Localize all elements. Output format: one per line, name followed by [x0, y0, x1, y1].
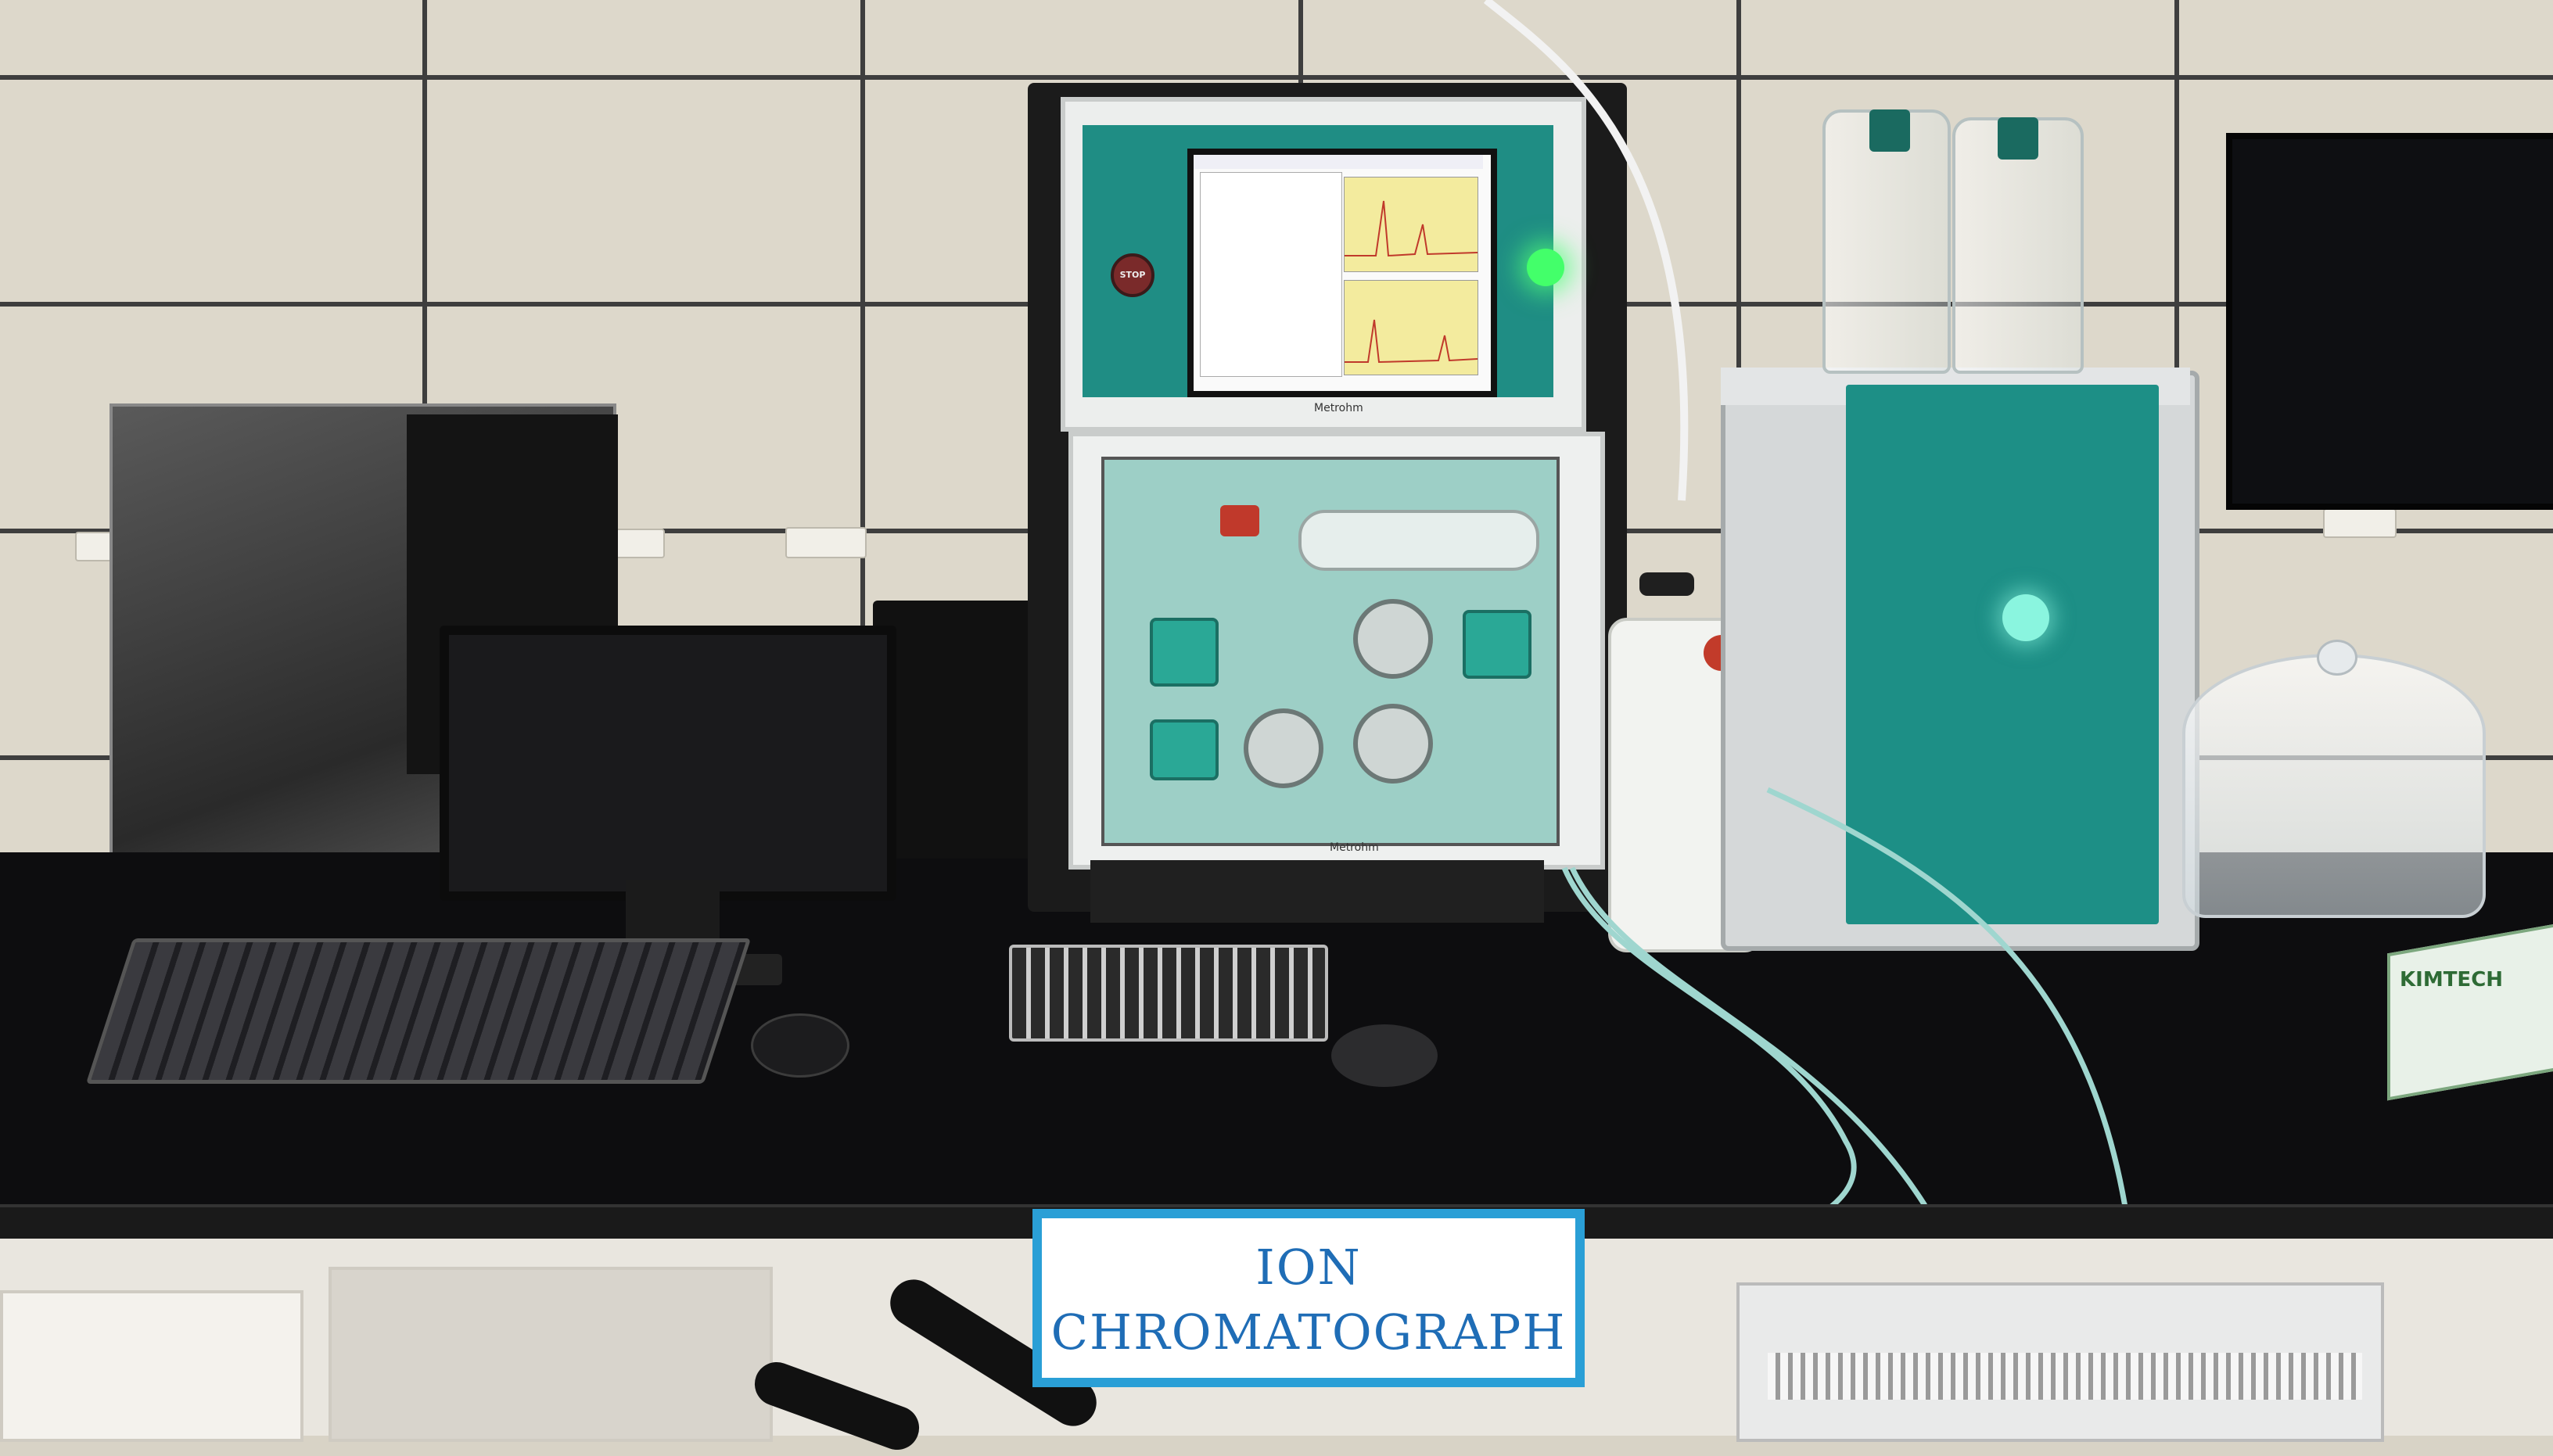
valve-block	[1150, 618, 1219, 687]
red-fitting	[1220, 505, 1259, 536]
tissue-box	[2387, 923, 2553, 1101]
pump-head	[1353, 599, 1433, 679]
tissue-box-label: KIMTECH	[2400, 968, 2504, 992]
pc-tower	[873, 601, 1053, 859]
wall-tv	[2226, 133, 2553, 510]
chromatogram-trace	[1345, 319, 1478, 364]
wall-socket	[2323, 508, 2397, 538]
bottle-cap	[1998, 117, 2038, 160]
valve-block	[1463, 610, 1531, 679]
sign-line-1: ION	[1255, 1239, 1362, 1296]
ic-touchscreen	[1187, 149, 1497, 397]
screen-menu-bar	[1194, 155, 1483, 169]
cabinet-drawer	[0, 1290, 303, 1442]
eluent-bottle	[1822, 109, 1951, 374]
canister-handle	[1639, 572, 1694, 596]
separation-column	[1298, 510, 1539, 571]
valve-block	[1150, 719, 1219, 780]
sign-line-2: CHROMATOGRAPH	[1050, 1304, 1567, 1361]
monitor	[440, 626, 896, 901]
mouse	[1331, 1024, 1438, 1087]
pump-head	[1244, 708, 1323, 788]
bottle-cap	[1869, 109, 1910, 152]
eluent-bottle	[1952, 117, 2084, 374]
power-indicator-icon	[1527, 249, 1564, 286]
keyboard	[85, 938, 752, 1084]
mouse	[751, 1013, 849, 1078]
wall-socket	[615, 529, 665, 558]
brand-label: Metrohm	[1330, 841, 1379, 854]
instrument-sign: ION CHROMATOGRAPH	[1032, 1209, 1585, 1387]
desiccator-knob	[2317, 640, 2357, 676]
cabinet-opening	[329, 1267, 773, 1442]
pump-head	[1353, 704, 1433, 784]
desiccator-jar	[2182, 654, 2486, 918]
sampler-indicator-icon	[2002, 594, 2049, 641]
stop-button[interactable]: STOP	[1111, 253, 1154, 297]
screen-chromatogram	[1344, 177, 1478, 272]
autosampler-teal-door	[1846, 385, 2159, 924]
brand-label: Metrohm	[1314, 402, 1363, 414]
screen-method-panel	[1200, 172, 1342, 377]
chromatogram-trace	[1345, 200, 1478, 257]
rack-coil	[1768, 1353, 2362, 1400]
wall-socket	[785, 527, 867, 558]
screen-chromatogram	[1344, 280, 1478, 375]
keyboard	[1009, 945, 1328, 1042]
ic-base	[1090, 860, 1544, 923]
